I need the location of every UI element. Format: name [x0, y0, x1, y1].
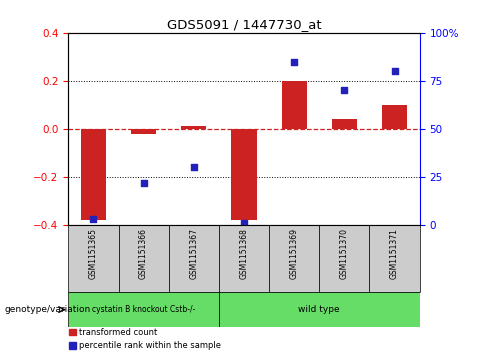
Bar	[181, 126, 206, 129]
Point	[240, 220, 248, 226]
Bar	[169, 225, 219, 292]
Point	[190, 164, 198, 170]
Text: cystatin B knockout Cstb-/-: cystatin B knockout Cstb-/-	[92, 305, 195, 314]
Bar	[369, 225, 420, 292]
Title: GDS5091 / 1447730_at: GDS5091 / 1447730_at	[167, 19, 321, 32]
Text: GSM1151367: GSM1151367	[189, 228, 198, 280]
Point	[290, 58, 298, 64]
Text: wild type: wild type	[299, 305, 340, 314]
Bar	[282, 81, 307, 129]
Text: genotype/variation: genotype/variation	[5, 305, 91, 314]
Bar	[382, 105, 407, 129]
Bar	[332, 119, 357, 129]
Text: GSM1151371: GSM1151371	[390, 228, 399, 279]
Bar	[269, 225, 319, 292]
Bar	[219, 225, 269, 292]
Text: GSM1151369: GSM1151369	[290, 228, 299, 280]
Bar	[131, 129, 156, 134]
Point	[89, 216, 97, 222]
Text: GSM1151366: GSM1151366	[139, 228, 148, 280]
Bar	[81, 129, 106, 220]
Text: GSM1151368: GSM1151368	[240, 228, 248, 279]
Legend: transformed count, percentile rank within the sample: transformed count, percentile rank withi…	[69, 328, 221, 350]
Text: GSM1151365: GSM1151365	[89, 228, 98, 280]
Bar	[231, 129, 257, 220]
Bar	[68, 225, 119, 292]
Text: GSM1151370: GSM1151370	[340, 228, 349, 280]
Bar	[68, 292, 219, 327]
Point	[140, 180, 147, 185]
Point	[341, 87, 348, 93]
Point	[391, 68, 399, 74]
Bar	[319, 225, 369, 292]
Bar	[119, 225, 169, 292]
Bar	[219, 292, 420, 327]
